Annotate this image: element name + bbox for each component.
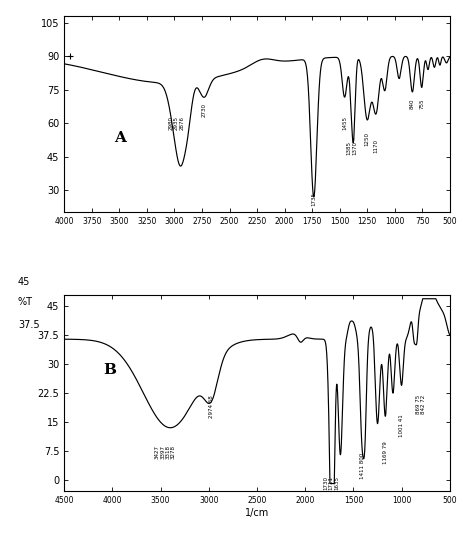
Text: 1001 41: 1001 41 — [399, 414, 404, 437]
Text: 1170: 1170 — [373, 139, 378, 153]
Text: 2730: 2730 — [202, 103, 207, 117]
Text: 869 75
842 72: 869 75 842 72 — [416, 395, 426, 414]
Text: 1730
1711
1635: 1730 1711 1635 — [323, 476, 339, 490]
Text: 37.5: 37.5 — [18, 320, 39, 330]
Text: %T: %T — [18, 297, 33, 307]
Text: 755: 755 — [419, 99, 424, 109]
Text: 3427
3397
3318
3278: 3427 3397 3318 3278 — [155, 445, 176, 459]
Text: 1169 79: 1169 79 — [383, 441, 388, 464]
Text: B: B — [103, 363, 116, 376]
Text: 45: 45 — [18, 277, 30, 287]
Text: 1735: 1735 — [311, 192, 316, 206]
Text: 1411 800: 1411 800 — [359, 453, 364, 479]
Text: 1385
1370: 1385 1370 — [347, 141, 357, 155]
Text: A: A — [114, 131, 126, 145]
Text: 1250: 1250 — [365, 132, 369, 146]
X-axis label: 1/cm: 1/cm — [245, 508, 269, 518]
Text: 2980
2935
2876: 2980 2935 2876 — [169, 116, 185, 130]
Text: 2974 68: 2974 68 — [209, 395, 214, 418]
Text: 1455: 1455 — [342, 116, 347, 130]
Text: 840: 840 — [410, 99, 415, 109]
